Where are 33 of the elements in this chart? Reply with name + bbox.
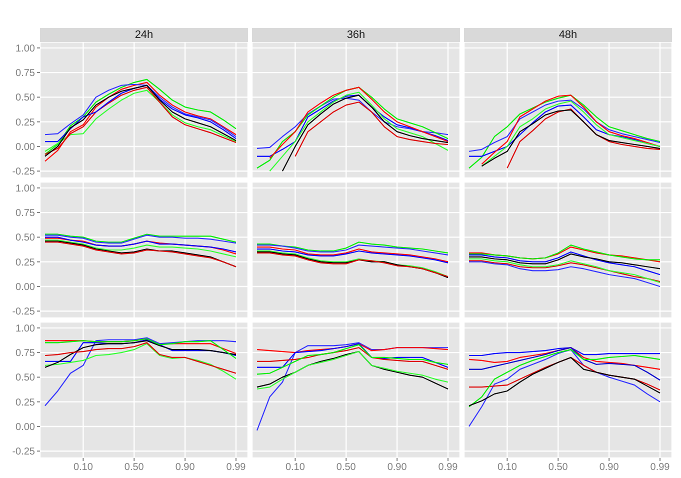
x-tick-label: 0.50 [548, 462, 568, 474]
y-tick-label: 0.00 [16, 282, 36, 294]
y-tick-label: 0.25 [16, 257, 36, 268]
y-tick-label: 0.75 [16, 348, 36, 360]
y-tick-label: 0.50 [16, 232, 36, 244]
y-tick-label: 0.75 [16, 68, 36, 80]
y-tick-label: -0.25 [12, 306, 36, 318]
y-tick-label: 0.75 [16, 208, 36, 220]
chart-title: 48h [464, 28, 672, 42]
x-tick-label: 0.90 [599, 462, 620, 474]
y-tick-label: 0.50 [16, 372, 36, 384]
x-tick-label: 0.90 [387, 462, 408, 474]
x-tick-label: 0.99 [650, 462, 670, 474]
x-tick-label: 0.99 [438, 462, 458, 474]
y-tick-label: 1.00 [16, 323, 36, 334]
x-tick-label: 0.50 [124, 462, 144, 474]
y-tick-label: 0.50 [16, 92, 36, 104]
y-tick-label: 0.25 [16, 397, 36, 408]
y-tick-label: 1.00 [16, 183, 36, 194]
x-tick-label: 0.99 [226, 462, 246, 474]
y-tick-label: 0.00 [16, 422, 36, 434]
chart-title: 36h [252, 28, 460, 42]
x-tick-label: 0.10 [497, 462, 518, 474]
x-tick-label: 0.10 [73, 462, 94, 474]
y-tick-label: -0.25 [12, 166, 36, 178]
y-tick-label: 0.00 [16, 142, 36, 154]
y-tick-label: 0.25 [16, 117, 36, 128]
y-tick-label: 1.00 [16, 43, 36, 54]
x-tick-label: 0.90 [175, 462, 196, 474]
y-tick-label: -0.25 [12, 446, 36, 458]
x-tick-label: 0.50 [336, 462, 356, 474]
x-tick-label: 0.10 [285, 462, 306, 474]
chart-title: 24h [40, 28, 248, 42]
